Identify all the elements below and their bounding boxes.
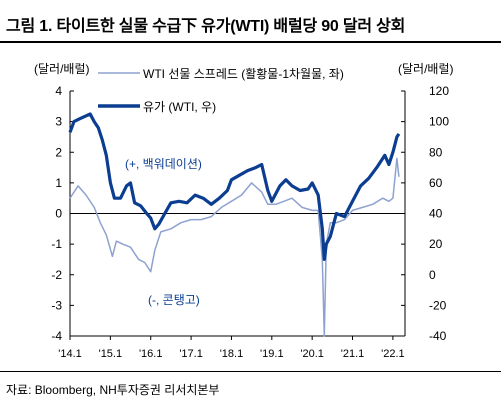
spread-line bbox=[69, 157, 400, 337]
figure-title: 그림 1. 타이트한 실물 수급下 유가(WTI) 배럴당 90 달러 상회 bbox=[6, 18, 406, 35]
price-series bbox=[68, 112, 401, 261]
annotation-backwardation: (+, 백워데이션) bbox=[125, 157, 202, 171]
left-axis-unit: (달러/배럴) bbox=[34, 62, 90, 76]
left-tick-label: -3 bbox=[51, 298, 62, 312]
x-tick-label: '18.1 bbox=[220, 348, 244, 360]
x-tick-label: '20.1 bbox=[300, 348, 324, 360]
left-tick-label: 0 bbox=[55, 207, 62, 221]
left-tick-label: -2 bbox=[51, 268, 62, 282]
left-tick-label: 4 bbox=[55, 84, 62, 98]
legend-label-price: 유가 (WTI, 우) bbox=[143, 100, 216, 114]
source-note: 자료: Bloomberg, NH투자증권 리서치본부 bbox=[6, 383, 220, 397]
x-tick-label: '17.1 bbox=[179, 348, 203, 360]
left-tick-label: -1 bbox=[51, 237, 62, 251]
right-tick-label: 60 bbox=[429, 176, 443, 190]
left-tick-label: 2 bbox=[55, 145, 62, 159]
right-tick-label: 80 bbox=[429, 145, 443, 159]
legend-label-spread: WTI 선물 스프레드 (활황물-1차월물, 좌) bbox=[143, 67, 344, 81]
price-line bbox=[68, 112, 401, 261]
right-tick-label: 40 bbox=[429, 207, 443, 221]
right-tick-label: -20 bbox=[429, 298, 447, 312]
spread-series bbox=[69, 157, 400, 337]
annotation-contango: (-, 콘탱고) bbox=[148, 293, 200, 307]
right-tick-label: 20 bbox=[429, 237, 443, 251]
x-tick-label: '14.1 bbox=[58, 348, 82, 360]
title-rule bbox=[0, 41, 501, 43]
x-tick-label: '21.1 bbox=[341, 348, 365, 360]
right-tick-label: 100 bbox=[429, 115, 449, 129]
x-tick-label: '15.1 bbox=[99, 348, 123, 360]
left-tick-label: 1 bbox=[55, 176, 62, 190]
left-tick-label: -4 bbox=[51, 329, 62, 343]
chart-axes bbox=[69, 90, 406, 340]
chart: 4 3 2 1 0 -1 -2 -3 -4 120 100 80 60 40 20 0 -20 -40 '14.1 '… bbox=[34, 62, 454, 360]
right-tick-label: 120 bbox=[429, 84, 449, 98]
x-tick-label: '19.1 bbox=[260, 348, 284, 360]
right-tick-label: 0 bbox=[429, 268, 436, 282]
x-tick-label: '16.1 bbox=[139, 348, 163, 360]
x-tick-label: '22.1 bbox=[381, 348, 405, 360]
footer-rule bbox=[0, 371, 501, 372]
left-tick-label: 3 bbox=[55, 115, 62, 129]
right-tick-label: -40 bbox=[429, 329, 447, 343]
right-axis-unit: (달러/배럴) bbox=[398, 62, 454, 76]
chart-labels: 4 3 2 1 0 -1 -2 -3 -4 120 100 80 60 40 20 0 -20 -40 '14.1 '… bbox=[34, 62, 454, 360]
